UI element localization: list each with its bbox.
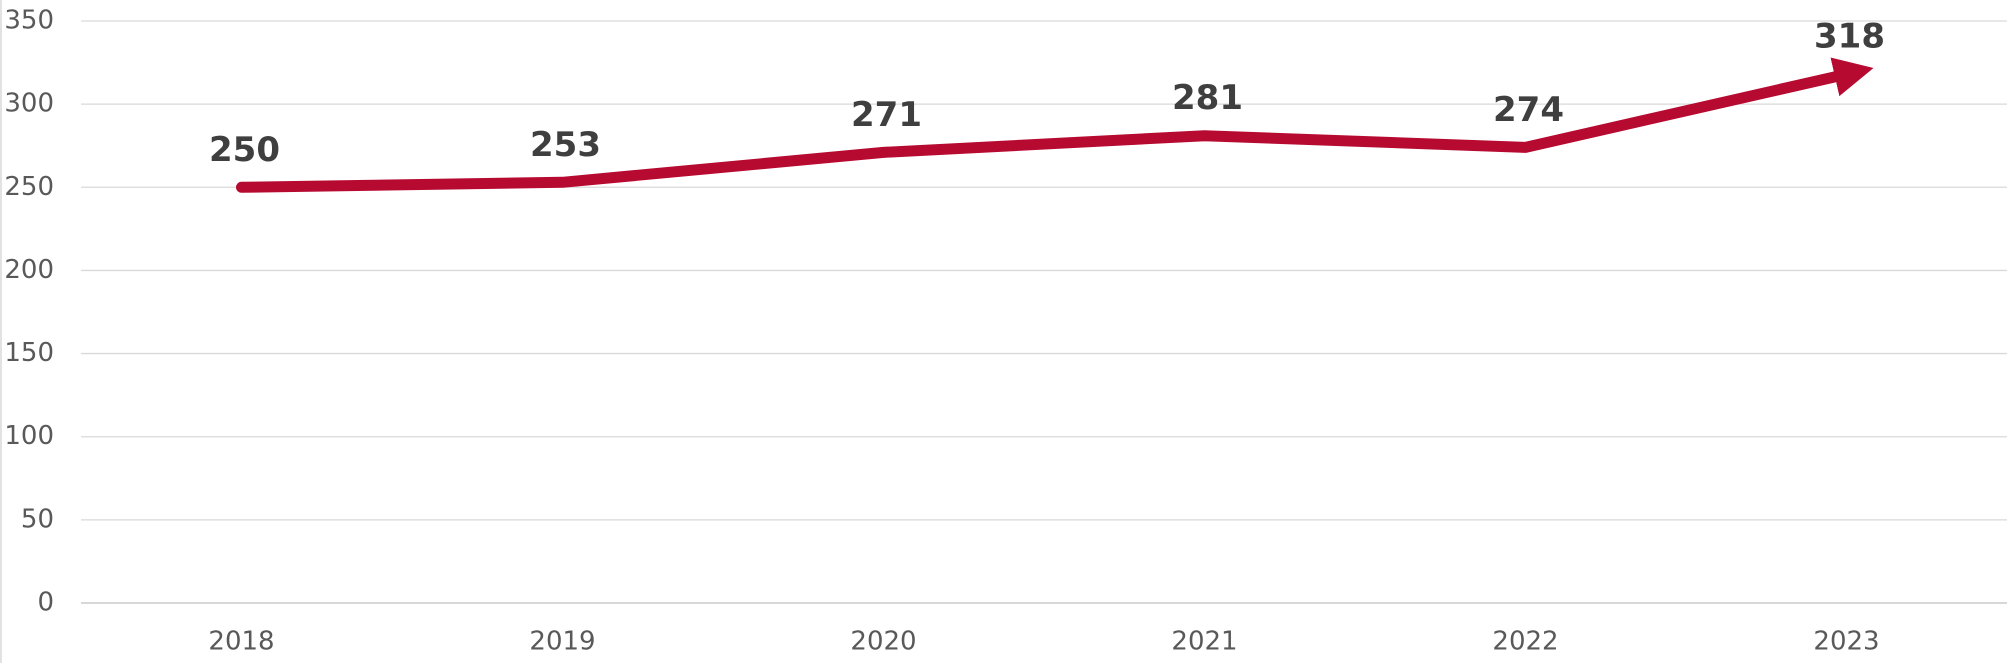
data-label: 271 [851,95,922,135]
x-tick-label: 2020 [850,627,916,657]
y-tick-label: 350 [4,6,54,36]
y-tick-label: 0 [37,588,54,618]
y-tick-label: 300 [4,89,54,119]
x-tick-label: 2019 [529,627,595,657]
y-tick-label: 200 [4,255,54,285]
x-tick-label: 2022 [1492,627,1558,657]
line [236,57,1874,193]
data-label: 318 [1814,17,1885,57]
y-tick-label: 150 [4,338,54,368]
data-label: 250 [209,130,280,170]
data-label: 274 [1493,90,1564,130]
y-tick-label: 100 [4,421,54,451]
data-label: 253 [530,125,601,165]
data-label: 281 [1172,78,1243,118]
x-tick-label: 2023 [1813,627,1879,657]
x-tick-label: 2018 [208,627,274,657]
y-tick-label: 250 [4,172,54,202]
x-tick-label: 2021 [1171,627,1237,657]
y-tick-label: 50 [21,504,54,534]
